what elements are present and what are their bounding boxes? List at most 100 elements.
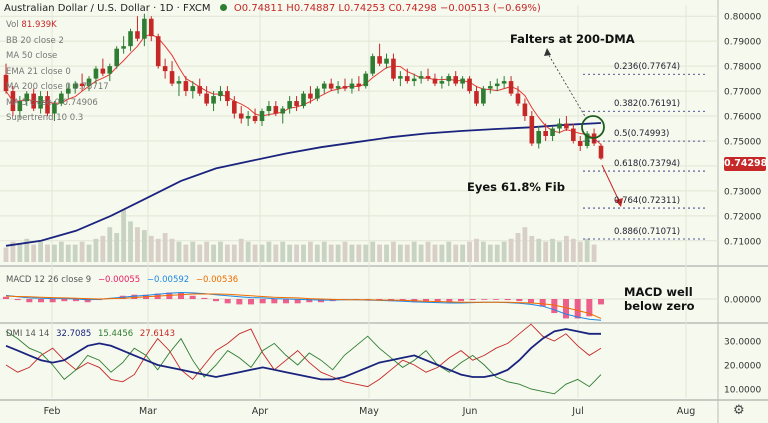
volume-bar bbox=[577, 241, 583, 262]
candle bbox=[543, 123, 548, 141]
volume-bar bbox=[3, 247, 9, 262]
macd-histogram-bar bbox=[84, 299, 91, 303]
candle bbox=[86, 76, 92, 92]
candle bbox=[155, 33, 161, 69]
candle-body bbox=[86, 78, 92, 87]
candle-body bbox=[550, 128, 555, 136]
candle bbox=[446, 73, 452, 87]
price-tick-label: 0.75000 bbox=[724, 137, 761, 147]
macd-histogram-bar bbox=[423, 299, 429, 303]
candle-body bbox=[557, 123, 562, 129]
volume-bar bbox=[45, 244, 50, 262]
volume-bar bbox=[446, 241, 452, 262]
macd-histogram-bar bbox=[469, 299, 476, 301]
volume-bar bbox=[93, 238, 99, 262]
candle bbox=[72, 81, 78, 94]
volume-bar bbox=[418, 244, 424, 262]
fib-label: 0.382(0.76191) bbox=[614, 99, 681, 110]
macd-histogram-bar bbox=[248, 299, 254, 305]
candle-body bbox=[245, 116, 251, 119]
candle bbox=[418, 71, 424, 84]
volume-bar bbox=[557, 241, 562, 262]
candle-body bbox=[266, 106, 272, 112]
candle bbox=[176, 76, 182, 97]
macd-histogram-bar bbox=[201, 297, 208, 299]
candle-body bbox=[439, 81, 445, 84]
macd-histogram-bar bbox=[3, 296, 9, 299]
projection-arrow bbox=[601, 164, 621, 204]
settings-gear-icon[interactable]: ⚙ bbox=[733, 403, 745, 418]
candle bbox=[245, 111, 251, 127]
candle bbox=[162, 58, 168, 79]
candle bbox=[508, 76, 514, 97]
volume-bar bbox=[328, 244, 334, 262]
macd-histogram-bar bbox=[516, 299, 523, 302]
macd-histogram-bar bbox=[178, 292, 184, 299]
candle bbox=[100, 58, 106, 77]
candle bbox=[467, 76, 472, 94]
candle-body bbox=[432, 78, 438, 84]
candle-body bbox=[155, 36, 161, 67]
price-tick-label: 0.78000 bbox=[724, 63, 761, 73]
macd-histogram-bar bbox=[528, 299, 534, 304]
time-tick-label: Jun bbox=[462, 406, 478, 417]
candle bbox=[439, 76, 445, 89]
legend-item[interactable]: Supertrend 10 0.3 bbox=[6, 113, 84, 123]
candle-body bbox=[259, 111, 265, 122]
price-tick-label: 0.72000 bbox=[724, 212, 761, 222]
candle bbox=[363, 71, 369, 89]
macd-histogram-bar bbox=[481, 299, 488, 300]
volume-bar bbox=[238, 238, 244, 262]
macd-histogram-bar bbox=[294, 299, 301, 304]
volume-bar bbox=[176, 241, 182, 262]
candle bbox=[411, 73, 417, 87]
legend-item[interactable]: EMA 21 close 0 bbox=[6, 66, 71, 77]
candle-body bbox=[280, 108, 286, 114]
price-tick-label: 0.76000 bbox=[724, 113, 761, 123]
volume-bar bbox=[439, 244, 445, 262]
legend-item[interactable]: Vol 81.939K bbox=[6, 20, 57, 30]
candle bbox=[114, 46, 119, 69]
arrowhead-icon bbox=[544, 48, 551, 56]
candle-body bbox=[100, 68, 106, 74]
annotation-falters: Falters at 200-DMA bbox=[510, 32, 635, 46]
volume-bar bbox=[501, 241, 507, 262]
volume-bar bbox=[584, 238, 590, 262]
fib-label: 0.236(0.77674) bbox=[614, 62, 681, 73]
candle bbox=[128, 28, 133, 52]
legend-item[interactable]: MA 200 close 0 0.75717 bbox=[6, 82, 109, 92]
volume-bar bbox=[356, 244, 362, 262]
volume-bar bbox=[308, 241, 313, 262]
candle-body bbox=[356, 83, 362, 87]
volume-bar bbox=[411, 241, 417, 262]
candle-body bbox=[460, 78, 465, 84]
candle-body bbox=[453, 76, 459, 84]
candle bbox=[3, 63, 9, 94]
volume-bar bbox=[121, 209, 127, 262]
macd-histogram-bar bbox=[376, 299, 383, 301]
candle bbox=[65, 83, 71, 99]
volume-bar bbox=[79, 241, 85, 262]
volume-bar bbox=[335, 244, 341, 262]
volume-bar bbox=[425, 241, 431, 262]
candle bbox=[474, 86, 479, 107]
candle-body bbox=[391, 58, 396, 79]
candle-body bbox=[135, 31, 140, 39]
candle bbox=[398, 71, 403, 87]
legend-item[interactable]: MA 5 close 0 0.74906 bbox=[6, 97, 98, 108]
time-tick-label: Feb bbox=[44, 406, 61, 417]
volume-bar bbox=[128, 221, 133, 262]
legend-item[interactable]: BB 20 close 2 bbox=[6, 35, 64, 46]
volume-bar bbox=[31, 244, 37, 262]
candle bbox=[10, 86, 16, 117]
volume-bar bbox=[190, 241, 196, 262]
volume-bar bbox=[24, 238, 30, 262]
candle bbox=[598, 143, 604, 160]
volume-bar bbox=[183, 244, 189, 262]
legend-item[interactable]: MA 50 close bbox=[6, 51, 58, 61]
macd-histogram-bar bbox=[271, 299, 278, 304]
candle-body bbox=[508, 81, 514, 94]
annotation-eyes-fib: Eyes 61.8% Fib bbox=[467, 180, 565, 194]
